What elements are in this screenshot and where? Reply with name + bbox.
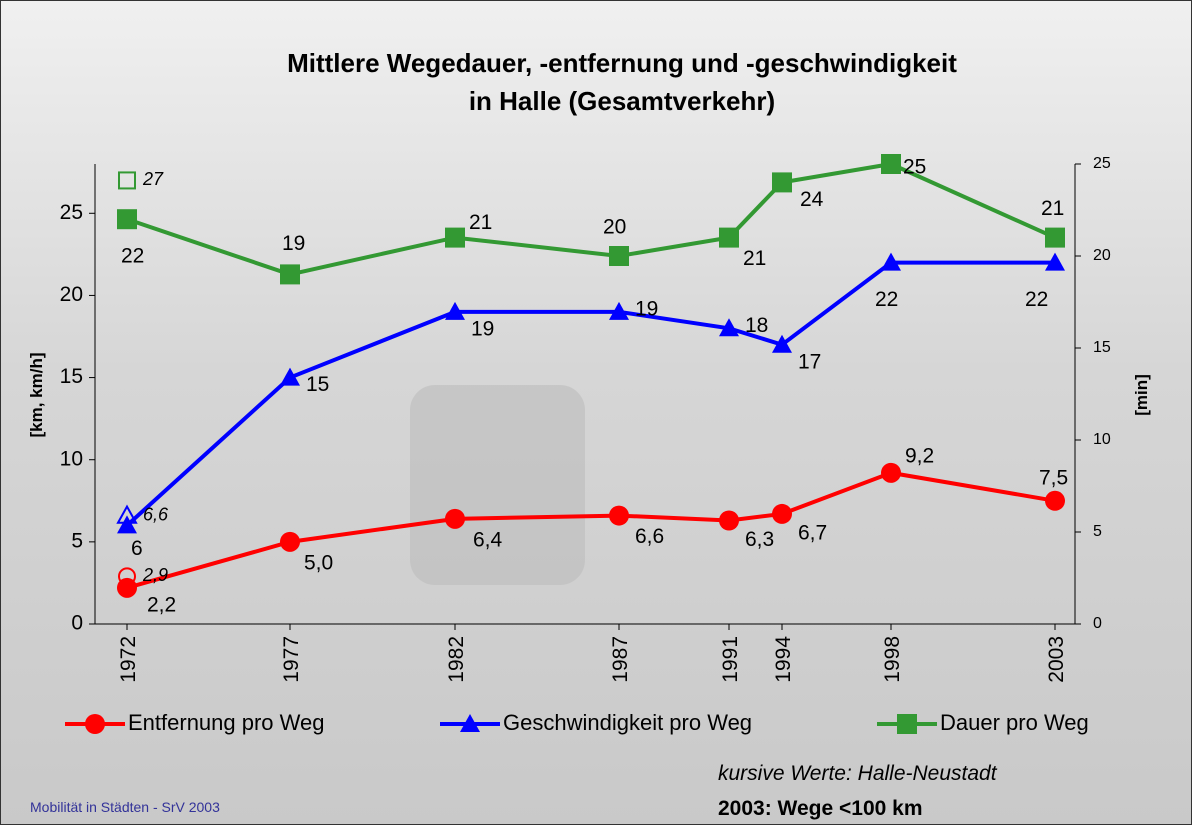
data-label: 9,2 — [905, 444, 934, 467]
data-label: 22 — [1025, 288, 1048, 311]
legend-marker — [85, 714, 105, 734]
x-tick-label: 1987 — [609, 636, 632, 683]
note: 2003: Wege <100 km — [718, 797, 923, 820]
data-label: 22 — [121, 245, 144, 268]
data-label: 7,5 — [1039, 466, 1068, 489]
y2-tick-label: 10 — [1093, 431, 1111, 448]
data-point — [881, 463, 901, 483]
y-tick-label: 0 — [71, 612, 83, 635]
chart: Mittlere Wegedauer, -entfernung und -ges… — [0, 0, 1193, 826]
legend-label: Geschwindigkeit pro Weg — [503, 710, 752, 735]
data-label: 19 — [282, 232, 305, 255]
x-tick-label: 1998 — [881, 636, 904, 683]
data-label: 25 — [903, 156, 926, 179]
x-tick-label: 1972 — [117, 636, 140, 683]
legend-label: Entfernung pro Weg — [128, 710, 325, 735]
chart-title: Mittlere Wegedauer, -entfernung und -ges… — [287, 48, 957, 78]
data-label: 19 — [471, 317, 494, 340]
data-label: 17 — [798, 350, 821, 373]
chart-title: in Halle (Gesamtverkehr) — [469, 86, 775, 116]
x-tick-label: 1977 — [280, 636, 303, 683]
data-point — [609, 246, 629, 266]
source: Mobilität in Städten - SrV 2003 — [30, 799, 220, 815]
y2-tick-label: 15 — [1093, 339, 1111, 356]
data-point — [772, 172, 792, 192]
y-tick-label: 10 — [60, 447, 83, 470]
data-label: 2,2 — [147, 593, 176, 616]
data-point — [719, 228, 739, 248]
data-label: 6,4 — [473, 528, 503, 551]
data-point — [1045, 491, 1065, 511]
data-point — [445, 509, 465, 529]
neustadt-label: 2,9 — [142, 565, 168, 585]
y-tick-label: 15 — [60, 365, 83, 388]
y2-tick-label: 0 — [1093, 615, 1102, 632]
data-label: 6 — [131, 537, 143, 560]
background — [1, 1, 1192, 825]
data-label: 6,7 — [798, 521, 827, 544]
data-label: 6,6 — [635, 525, 664, 548]
y-tick-label: 25 — [60, 201, 83, 224]
data-label: 20 — [603, 216, 626, 239]
neustadt-label: 6,6 — [143, 504, 169, 524]
y-axis-label: [km, km/h] — [27, 352, 46, 437]
y-tick-label: 5 — [71, 529, 83, 552]
background-photo-tram — [410, 385, 585, 585]
x-tick-label: 1991 — [719, 636, 742, 683]
legend-label: Dauer pro Weg — [940, 710, 1089, 735]
data-label: 24 — [800, 188, 824, 211]
data-label: 21 — [469, 211, 492, 234]
x-tick-label: 1994 — [772, 636, 795, 683]
y2-tick-label: 20 — [1093, 247, 1111, 264]
data-point — [772, 504, 792, 524]
y2-tick-label: 25 — [1093, 155, 1111, 172]
y-tick-label: 20 — [60, 283, 83, 306]
data-label: 22 — [875, 288, 898, 311]
data-label: 18 — [745, 314, 768, 337]
data-point — [280, 532, 300, 552]
data-label: 21 — [1041, 197, 1064, 220]
data-point — [280, 264, 300, 284]
note: kursive Werte: Halle-Neustadt — [718, 762, 998, 785]
data-point — [1045, 228, 1065, 248]
data-label: 21 — [743, 247, 766, 270]
legend-marker — [897, 714, 917, 734]
data-point — [117, 209, 137, 229]
x-tick-label: 1982 — [445, 636, 468, 683]
data-label: 15 — [306, 373, 329, 396]
data-point — [881, 154, 901, 174]
data-point — [445, 228, 465, 248]
data-label: 19 — [635, 297, 658, 320]
data-point — [609, 506, 629, 526]
neustadt-label: 27 — [142, 169, 164, 189]
y2-axis-label: [min] — [1132, 374, 1151, 416]
y2-tick-label: 5 — [1093, 523, 1102, 540]
data-label: 6,3 — [745, 528, 774, 551]
data-point — [719, 511, 739, 531]
data-label: 5,0 — [304, 551, 333, 574]
x-tick-label: 2003 — [1045, 636, 1068, 683]
